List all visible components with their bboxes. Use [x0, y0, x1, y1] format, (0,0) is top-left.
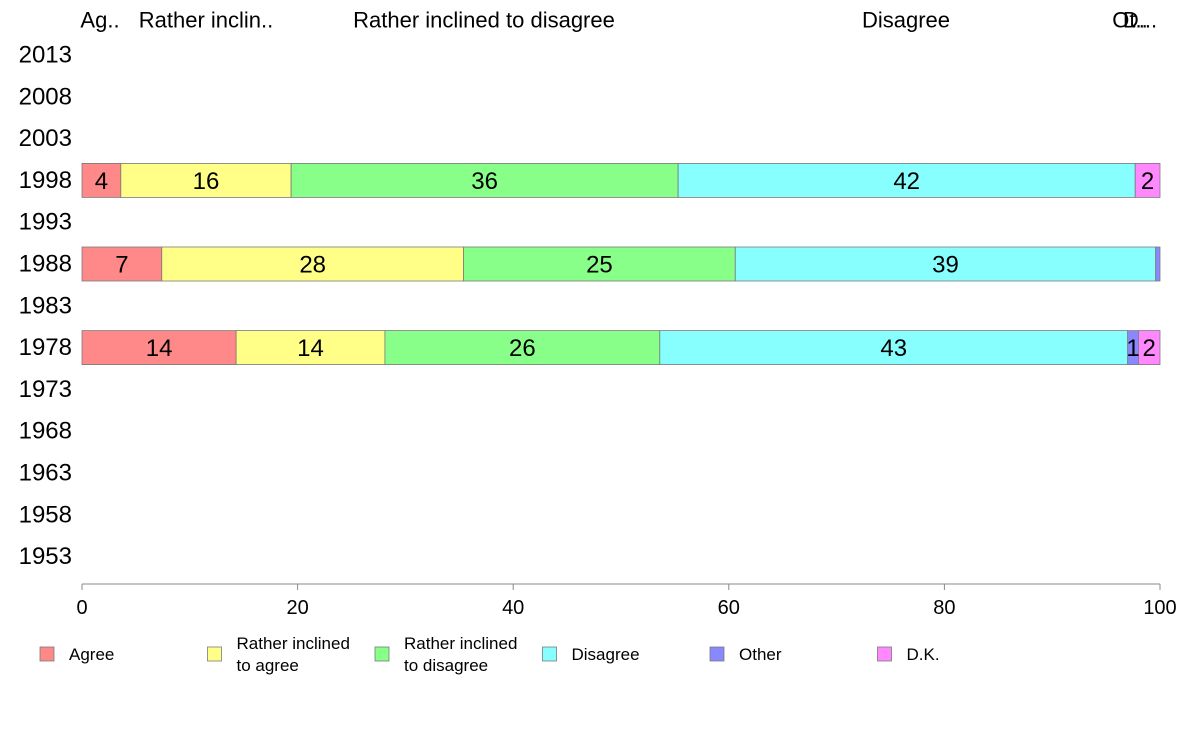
legend-label-3: Disagree — [572, 645, 640, 664]
value-label-1978-2: 26 — [509, 335, 536, 362]
legend-swatch-4 — [709, 646, 725, 662]
top-label-2: Rather inclined to disagree — [353, 8, 615, 33]
bar-1988-other — [1155, 246, 1161, 282]
value-label-1998-3: 42 — [893, 168, 920, 195]
value-label-1988-3: 39 — [932, 252, 959, 279]
year-label-1953: 1953 — [19, 543, 72, 570]
top-label-5: D... — [1123, 8, 1157, 33]
x-axis: 0 20 40 60 80 100 — [76, 583, 1177, 619]
year-axis-labels: 2013 2008 2003 1998 1993 1988 1983 1978 1973 1968… — [19, 42, 72, 571]
legend-label-4: Other — [739, 645, 782, 664]
x-tick-label-80: 80 — [933, 597, 955, 619]
bar-1998-rather-inclined-to-agree — [120, 162, 292, 198]
legend: Agree Rather inclined to agree Rather incli… — [39, 634, 940, 675]
legend-label-1: Rather inclined to agree — [237, 634, 350, 675]
bar-1988-disagree — [734, 246, 1157, 282]
value-label-1998-2: 36 — [471, 168, 498, 195]
x-tick-label-40: 40 — [502, 597, 524, 619]
legend-swatch-1 — [207, 646, 222, 662]
top-label-3: Disagree — [862, 8, 950, 33]
top-label-0: Ag.. — [80, 8, 119, 33]
value-label-1978-1: 14 — [297, 335, 324, 362]
year-label-1998: 1998 — [19, 167, 72, 194]
bar-1998-d-k- — [1134, 162, 1161, 198]
year-label-1993: 1993 — [19, 209, 72, 236]
legend-label-5: D.K. — [907, 645, 940, 664]
bar-1978-d-k- — [1138, 330, 1161, 366]
bar-1998-disagree — [677, 162, 1136, 198]
legend-swatch-0 — [39, 646, 55, 662]
year-label-1958: 1958 — [19, 501, 72, 528]
x-tick-label-0: 0 — [76, 597, 87, 619]
year-label-2003: 2003 — [19, 125, 72, 152]
value-label-1978-4: 1 — [1126, 335, 1139, 362]
bar-1978-rather-inclined-to-agree — [235, 330, 386, 366]
bar-1998-rather-inclined-to-disagree — [290, 162, 679, 198]
value-label-1988-1: 28 — [299, 252, 326, 279]
bar-1978-rather-inclined-to-disagree — [384, 330, 661, 366]
legend-swatch-2 — [374, 646, 390, 662]
bar-1988-agree — [81, 246, 163, 282]
legend-swatch-3 — [542, 646, 557, 662]
year-label-1978: 1978 — [19, 334, 72, 361]
year-label-1968: 1968 — [19, 418, 72, 445]
legend-label-0: Agree — [69, 645, 114, 664]
x-tick-label-60: 60 — [718, 597, 740, 619]
x-tick-label-20: 20 — [286, 597, 308, 619]
value-label-1988-0: 7 — [115, 252, 128, 279]
bar-1988-rather-inclined-to-disagree — [463, 246, 736, 282]
x-tick-label-100: 100 — [1143, 597, 1176, 619]
value-label-1998-1: 16 — [193, 168, 220, 195]
top-label-1: Rather inclin.. — [139, 8, 274, 33]
year-label-1963: 1963 — [19, 460, 72, 487]
bar-segments — [81, 162, 1161, 366]
legend-label-2: Rather inclined to disagree — [404, 634, 517, 675]
value-label-1998-0: 4 — [95, 168, 108, 195]
bar-1998-agree — [81, 162, 122, 198]
year-label-2013: 2013 — [19, 42, 72, 69]
legend-swatch-5 — [877, 646, 892, 662]
value-label-1998-5: 2 — [1141, 168, 1154, 195]
year-label-1983: 1983 — [19, 292, 72, 319]
year-label-2008: 2008 — [19, 83, 72, 110]
value-label-1978-0: 14 — [146, 335, 173, 362]
top-label-4: Ot.. — [1112, 8, 1147, 33]
value-label-1978-5: 2 — [1143, 335, 1156, 362]
year-label-1988: 1988 — [19, 251, 72, 278]
year-label-1973: 1973 — [19, 376, 72, 403]
value-label-1988-2: 25 — [586, 252, 613, 279]
top-category-labels: Ag.. Rather inclin.. Rather inclined to di… — [80, 8, 1157, 33]
bar-1978-disagree — [659, 330, 1129, 366]
value-label-1978-3: 43 — [880, 335, 907, 362]
bar-1978-agree — [81, 330, 237, 366]
bar-1988-rather-inclined-to-agree — [161, 246, 465, 282]
